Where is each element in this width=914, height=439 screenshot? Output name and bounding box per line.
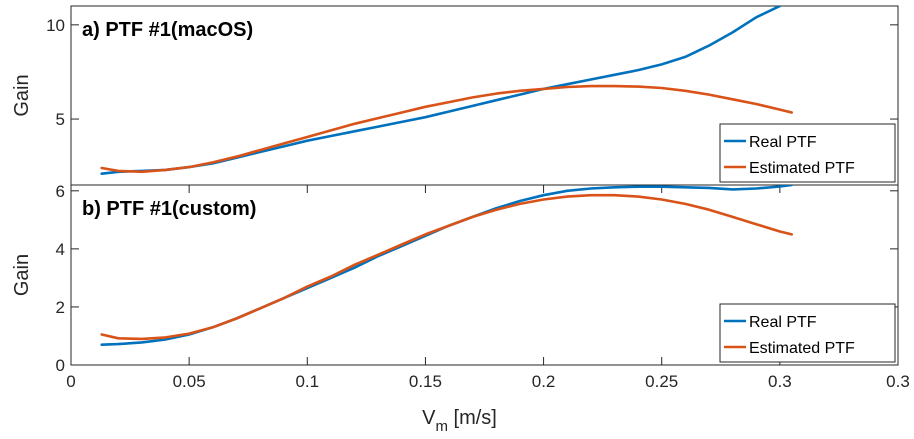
y-tick-label: 0 (56, 356, 65, 375)
panel-title: b) PTF #1(custom) (82, 198, 256, 220)
y-axis-label: Gain (11, 74, 33, 116)
x-tick-label: 0.15 (409, 372, 442, 391)
legend-box (719, 123, 896, 183)
x-tick-label: 0.05 (173, 372, 206, 391)
y-tick-label: 6 (56, 182, 65, 201)
series-line-estimated-ptf (100, 193, 794, 341)
y-tick-label: 5 (56, 110, 65, 129)
panel-a: 5 10 Gain a) PTF #1(macOS) Real PTF Estimated… (11, 5, 899, 186)
x-tick-label: 0.1 (295, 372, 319, 391)
legend-label: Real PTF (749, 134, 817, 151)
x-tick-label: 0.2 (532, 372, 556, 391)
x-tick-label: 0.3 (886, 372, 910, 391)
legend-box (719, 303, 896, 363)
x-tick-label: 0 (66, 372, 75, 391)
x-axis-label: Vm [m/s] (422, 407, 497, 435)
y-tick-label: 10 (46, 16, 65, 35)
x-tick-label: 0.25 (645, 372, 678, 391)
series-line-estimated-ptf (100, 84, 794, 174)
panel-b: 0 2 4 6 0 0.05 0.1 0.15 0.2 0.25 0.3 0.3 Gain Vm [m/s… (11, 182, 910, 435)
panel-title: a) PTF #1(macOS) (82, 19, 253, 41)
legend-label: Estimated PTF (749, 340, 855, 357)
y-tick-label: 2 (56, 298, 65, 317)
y-tick-label: 4 (56, 240, 65, 259)
legend-label: Real PTF (749, 314, 817, 331)
y-axis-label: Gain (11, 254, 33, 296)
legend-label: Estimated PTF (749, 160, 855, 177)
x-tick-label: 0.3 (768, 372, 792, 391)
plot-area (70, 184, 899, 366)
